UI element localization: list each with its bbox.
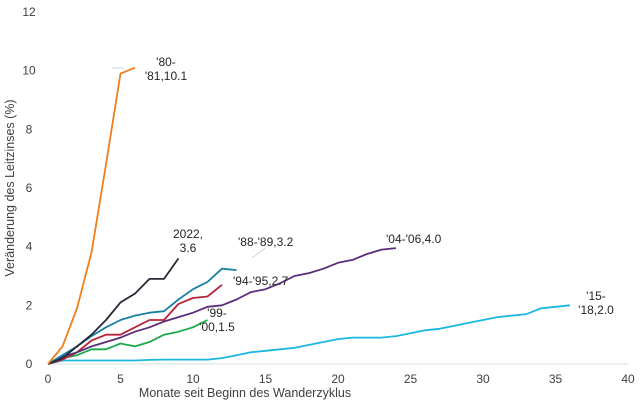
series-lines xyxy=(47,66,571,365)
x-tick-label: 35 xyxy=(549,372,563,386)
series-label: '88-'89,3.2 xyxy=(238,235,294,249)
series-label: '94-'95,2.7 xyxy=(233,274,289,288)
y-tick-label: 8 xyxy=(26,122,33,136)
y-axis-title: Veränderung des Leitzinses (%) xyxy=(3,99,17,276)
series-label-line: '15- xyxy=(586,289,606,303)
y-tick-label: 6 xyxy=(26,181,33,195)
x-tick-label: 15 xyxy=(259,372,273,386)
series-label: '80-'81,10.1 xyxy=(145,55,188,83)
series-label: 2022, 3.6 xyxy=(173,227,203,255)
series-labels: '80-'81,10.1 2022, 3.6 '88-'89,3.2 '94-'95,2… xyxy=(112,55,614,334)
series-line xyxy=(47,304,571,365)
x-axis-title: Monate seit Beginn des Wanderzyklus xyxy=(139,386,351,400)
x-tick-label: 5 xyxy=(117,372,124,386)
x-tick-label: 30 xyxy=(476,372,490,386)
series-label-line: '81,10.1 xyxy=(145,69,188,83)
series-label-line: '80- xyxy=(156,55,176,69)
x-tick-label: 20 xyxy=(331,372,345,386)
series-line xyxy=(47,284,223,365)
series-label-line: '18,2.0 xyxy=(578,303,614,317)
series-label-line: '00,1.5 xyxy=(199,320,235,334)
series-label-line: 3.6 xyxy=(180,241,197,255)
x-tick-label: 40 xyxy=(621,372,635,386)
series-label-line: '99- xyxy=(207,306,227,320)
series-line xyxy=(47,66,136,365)
y-ticks: 0 2 4 6 8 10 12 xyxy=(22,5,36,371)
x-tick-label: 25 xyxy=(404,372,418,386)
y-tick-label: 4 xyxy=(26,240,33,254)
y-tick-label: 12 xyxy=(22,5,36,19)
series-line xyxy=(47,257,180,365)
y-tick-label: 2 xyxy=(26,298,33,312)
x-tick-label: 10 xyxy=(186,372,200,386)
label-leader-line xyxy=(251,247,266,259)
series-line xyxy=(47,319,208,365)
y-tick-label: 0 xyxy=(26,357,33,371)
series-label-line: 2022, xyxy=(173,227,203,241)
series-label: '99-'00,1.5 xyxy=(199,306,235,334)
y-tick-label: 10 xyxy=(22,64,36,78)
x-ticks: 0 5 10 15 20 25 30 35 40 xyxy=(45,372,635,386)
series-line xyxy=(47,247,397,365)
x-tick-label: 0 xyxy=(45,372,52,386)
series-label-line: '88-'89,3.2 xyxy=(238,235,294,249)
series-label-line: '04-'06,4.0 xyxy=(386,232,442,246)
series-label: '04-'06,4.0 xyxy=(386,232,442,246)
series-label: '15-'18,2.0 xyxy=(578,289,614,317)
series-label-line: '94-'95,2.7 xyxy=(233,274,289,288)
